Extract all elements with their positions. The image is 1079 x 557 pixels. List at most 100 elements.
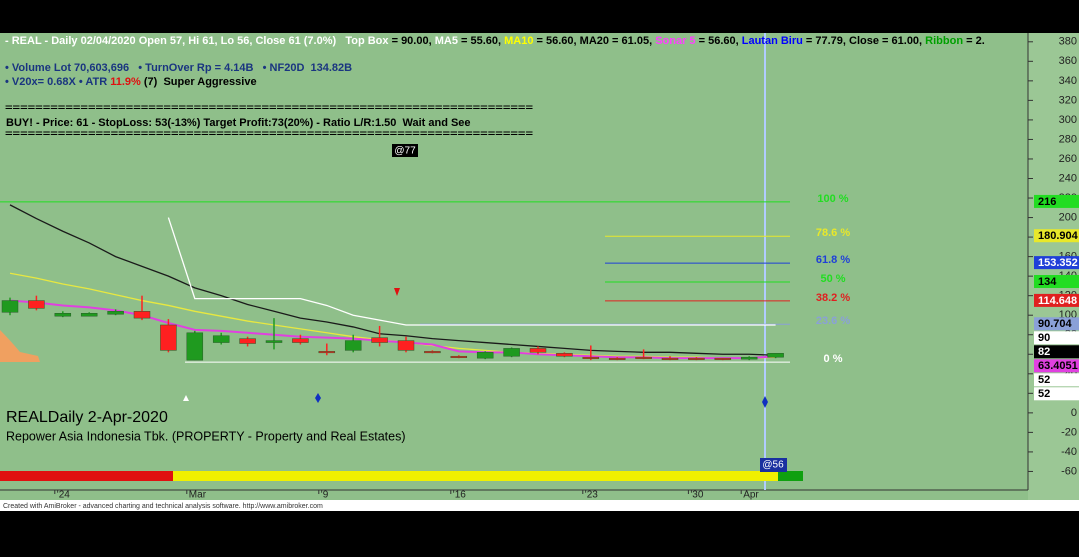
y-tick-label: 260 (1059, 153, 1077, 165)
y-tick-label: 300 (1059, 114, 1077, 126)
candle-body (450, 355, 468, 358)
plot: 100 % 78.6 % 61.8 % 50 % 38.2 % 23.6 % 0 % - R… (0, 33, 985, 490)
x-tick-label: '23 (585, 490, 598, 501)
text-segment: Top Box (336, 35, 389, 47)
text-segment: MA5 (435, 35, 458, 47)
price-tag-label: 180.904 (1038, 230, 1079, 242)
candle-body (133, 311, 151, 319)
candle-body (80, 313, 98, 317)
annotation: @77 (394, 146, 416, 157)
price-tag (1034, 256, 1079, 270)
fib-label: 61.8 % (816, 254, 850, 266)
candle-body (239, 338, 256, 344)
footer-bar (0, 500, 1079, 511)
price-tag-label: 90 (1038, 332, 1050, 344)
text-segment: = 55.60, (458, 35, 504, 47)
y-tick-label: 320 (1059, 94, 1077, 106)
text-segment: MA10 (504, 35, 533, 47)
ribbon-red (0, 471, 173, 481)
candle-body (54, 313, 72, 317)
x-tick-label: Mar (189, 490, 207, 501)
line-series (167, 217, 776, 326)
x-tick-label: '24 (57, 490, 70, 501)
price-tag-label: 153.352 (1038, 257, 1078, 269)
price-tag (1034, 194, 1079, 208)
y-tick-label: 240 (1059, 172, 1077, 184)
candle-body (212, 335, 230, 343)
x-tick-label: '30 (690, 490, 703, 501)
candle-body (714, 357, 732, 360)
candle-body (503, 348, 520, 357)
price-tag (1034, 373, 1079, 387)
ribbon-green (778, 471, 803, 481)
company: Repower Asia Indonesia Tbk. (PROPERTY - … (6, 429, 406, 443)
y-tick-label: -60 (1061, 465, 1077, 477)
candle-body (318, 351, 336, 354)
candle-body (28, 300, 45, 309)
signal: BUY! - Price: 61 - StopLoss: 53(-13%) Ta… (6, 117, 471, 129)
candle-body (344, 340, 362, 351)
y-tick-label: 280 (1059, 133, 1077, 145)
x-tick-label: Apr (743, 490, 759, 501)
x-axis-area (0, 490, 1028, 500)
fib-label: 38.2 % (816, 292, 850, 304)
price-tag (1034, 359, 1079, 373)
candle-body (740, 356, 758, 360)
fib-label: 23.6 % (816, 315, 850, 327)
price-tag (1034, 293, 1079, 307)
price-tag-label: 63.4051 (1038, 360, 1078, 372)
candle-body (1, 300, 19, 313)
fib-label: 100 % (817, 193, 848, 205)
plot-area (0, 33, 1028, 490)
candle-body (292, 338, 309, 343)
line-series (9, 204, 776, 356)
x-tick-label: '9 (321, 490, 329, 501)
candle-body (661, 357, 679, 360)
ribbon-yellow (173, 471, 778, 481)
y-tick-label: 380 (1059, 36, 1077, 48)
price-tag (1034, 229, 1079, 243)
price-tag-label: 82 (1038, 346, 1050, 358)
y-tick-label: -20 (1061, 426, 1077, 438)
price-tag-label: 134 (1038, 276, 1057, 288)
candle-body (476, 352, 494, 359)
candle-body (424, 351, 441, 354)
candle-body (371, 337, 388, 343)
text-segment: Ribbon (925, 35, 963, 47)
price-tag-label: 52 (1038, 388, 1050, 400)
text-segment: Lautan Biru (742, 35, 803, 47)
candle-body (265, 340, 283, 343)
text-segment: • Volume Lot 70,603,696 • TurnOver Rp = … (5, 62, 352, 74)
marker-triangle (183, 395, 189, 401)
text-segment: = 56.60, (696, 35, 742, 47)
footer: Created with AmiBroker - advanced charti… (3, 503, 323, 510)
text-segment: = 2. (963, 35, 985, 47)
candle-body (635, 356, 652, 359)
info-line: • Volume Lot 70,603,696 • TurnOver Rp = … (5, 62, 352, 74)
fib-label: 78.6 % (816, 227, 850, 239)
text-segment: • V20x= 0.68X • ATR (5, 76, 110, 88)
fib-label: 0 % (824, 353, 843, 365)
annotation-box (392, 144, 418, 157)
price-tag-label: 114.648 (1038, 295, 1077, 307)
price-tag (1034, 331, 1079, 345)
text-segment: (7) Super Aggressive (141, 76, 257, 88)
info-line: • V20x= 0.68X • ATR 11.9% (7) Super Aggr… (5, 76, 257, 88)
candle-body (582, 356, 600, 359)
text-segment: = 56.60, MA20 = 61.05, (533, 35, 655, 47)
text-segment: - REAL - Daily 02/04/2020 Open 57, Hi 61… (5, 35, 336, 47)
volume-profile (0, 330, 40, 362)
text-segment: = 77.79, Close = 61.00, (803, 35, 925, 47)
y-tick-label: 0 (1071, 407, 1077, 419)
y-tick-label: 360 (1059, 55, 1077, 67)
marker-arrow (315, 393, 321, 403)
text-segment: 11.9% (110, 76, 141, 88)
candle-body (556, 353, 573, 357)
y-tick-label: 200 (1059, 211, 1077, 223)
price-tag (1034, 317, 1079, 331)
candle-body (608, 357, 626, 360)
separator: ========================================… (5, 128, 533, 138)
candle-body (397, 340, 415, 351)
marker-arrow (762, 396, 768, 408)
price-tag (1034, 275, 1079, 289)
